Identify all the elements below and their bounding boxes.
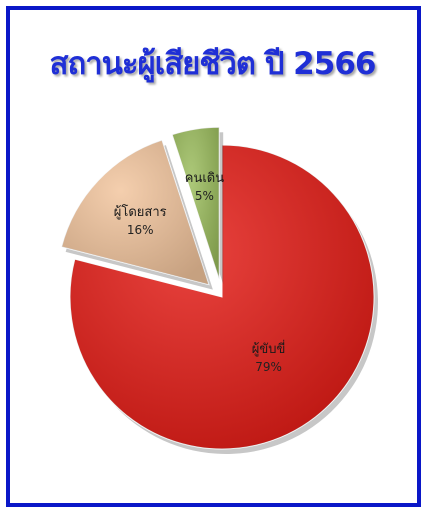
slice-value-label-0: 79% <box>255 360 282 374</box>
pie-slice-shading-1 <box>61 140 209 285</box>
slice-value-label-1: 16% <box>127 223 154 237</box>
slice-value-label-2: 5% <box>195 189 214 203</box>
slice-label-0: ผู้ขับขี่ <box>252 340 286 357</box>
pie-slice-shading-0 <box>70 145 374 450</box>
chart-title: สถานะผู้เสียชีวิต ปี 2566 <box>49 46 377 82</box>
slice-label-1: ผู้โดยสาร <box>114 204 167 220</box>
pie-slice-shading-2 <box>172 127 220 280</box>
slice-label-2: คนเดิน <box>185 171 224 186</box>
